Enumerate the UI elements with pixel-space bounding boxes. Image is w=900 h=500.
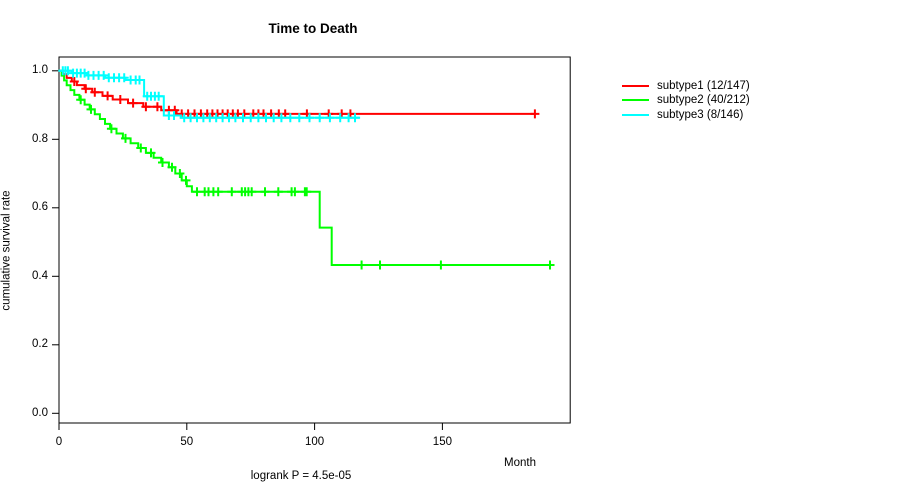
legend-line-swatch bbox=[622, 85, 649, 88]
legend-line-swatch bbox=[622, 99, 649, 102]
legend-item-1: subtype1 (12/147) bbox=[622, 79, 750, 93]
legend-label: subtype2 (40/212) bbox=[657, 94, 750, 107]
censor-marks-1 bbox=[69, 77, 540, 119]
logrank-pvalue-note: logrank P = 4.5e-05 bbox=[250, 470, 352, 482]
legend-item-2: subtype2 (40/212) bbox=[622, 93, 750, 107]
y-tick-label: 0.2 bbox=[32, 338, 48, 351]
x-tick-label: 150 bbox=[432, 436, 452, 448]
legend-item-3: subtype3 (8/146) bbox=[622, 108, 750, 122]
y-tick-label: 0.6 bbox=[32, 201, 48, 214]
y-tick-label: 1.0 bbox=[32, 64, 48, 77]
y-axis-label: cumulative survival rate bbox=[0, 190, 13, 311]
x-tick-label: 50 bbox=[180, 436, 194, 448]
x-axis-label: Month bbox=[504, 457, 536, 469]
legend-label: subtype1 (12/147) bbox=[657, 80, 750, 93]
chart-title: Time to Death bbox=[268, 21, 358, 36]
y-tick-label: 0.8 bbox=[32, 132, 48, 145]
legend-line-swatch bbox=[622, 113, 649, 116]
x-tick-label: 0 bbox=[55, 436, 63, 448]
legend-label: subtype3 (8/146) bbox=[657, 108, 744, 121]
censor-marks-3 bbox=[58, 66, 360, 123]
censor-marks-2 bbox=[76, 95, 555, 270]
x-tick-label: 100 bbox=[305, 436, 325, 448]
legend: subtype1 (12/147) subtype2 (40/212) subtyp… bbox=[622, 79, 750, 122]
plot-box bbox=[58, 56, 571, 424]
y-tick-label: 0.4 bbox=[32, 269, 48, 282]
y-tick-label: 0.0 bbox=[32, 406, 48, 419]
